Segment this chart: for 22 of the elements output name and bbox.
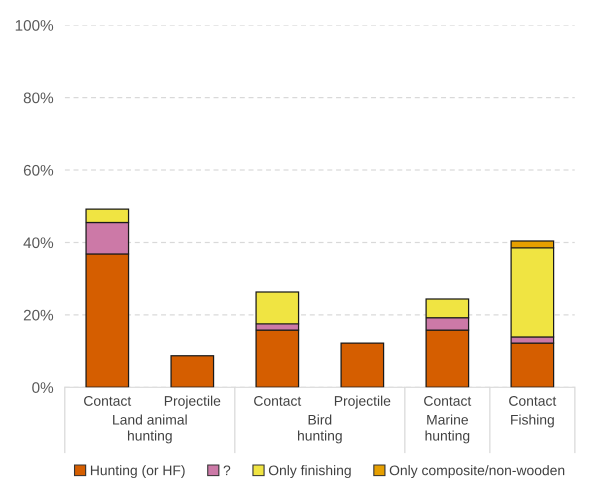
x-tick-label: Contact [424,396,472,406]
x-tick-label: Projectile [334,396,390,409]
legend-label: Only finishing [268,465,351,478]
y-tick-label: 60% [24,164,54,176]
text: Marine hunting [426,414,470,444]
y-tick-label: 40% [23,237,54,248]
x-tick-label: Contact [509,396,556,406]
legend-label: Hunting (or HF) [90,465,185,478]
legend-label: ? [224,465,230,476]
y-tick-label: 20% [24,310,54,321]
y-tick-label: 0% [32,382,54,393]
bar [340,342,384,388]
x-tick-label: Projectile [164,396,220,409]
bar [170,355,214,388]
legend-label: Only composite/non-wooden [390,465,564,478]
y-tick-label: 80% [24,92,54,104]
text: Fishing [511,414,554,428]
x-tick-label: Contact [84,396,132,406]
x-tick-label: Contact [254,396,302,406]
text: Land animal hunting [113,414,187,444]
text: Bird hunting [298,414,342,444]
y-tick-label: 100% [16,20,54,31]
